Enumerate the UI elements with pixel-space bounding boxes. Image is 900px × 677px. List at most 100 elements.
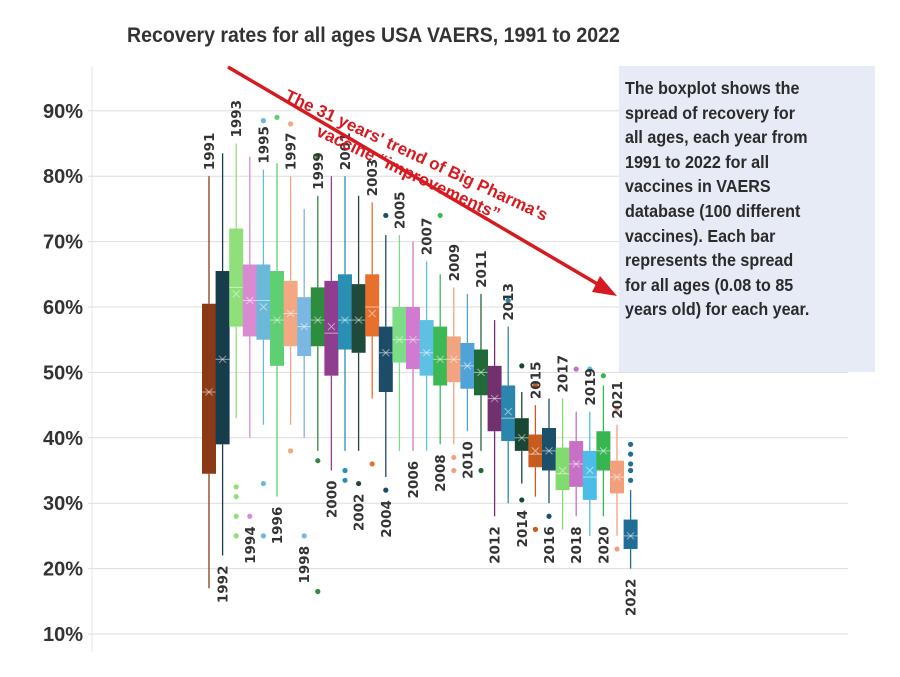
y-tick-label: 60% [43,297,83,319]
outlier-point [628,451,634,457]
year-label: 1999 [311,152,327,190]
annotation-line: The boxplot shows the [625,78,800,98]
outlier-point [437,212,443,219]
annotation-line: years old) for each year. [625,299,810,320]
mean-marker [599,447,608,455]
outlier-point [505,297,511,304]
outlier-point [519,363,525,369]
outlier-point [315,588,321,595]
outlier-point [233,484,239,490]
year-label: 1997 [284,133,300,171]
annotation-line: all ages, each year from [625,127,808,148]
mean-marker [531,447,540,455]
outlier-point [519,497,525,503]
year-label: 2010 [460,441,476,479]
box [256,264,271,340]
annotation-line: vaccines in VAERS [625,176,771,197]
mean-marker [313,316,322,324]
outlier-point [260,533,266,539]
year-label: 2003 [365,159,381,197]
year-label: 2021 [610,381,626,419]
mean-marker [477,368,485,377]
outlier-point [628,477,634,483]
outlier-point [628,467,634,474]
outlier-point [356,480,362,487]
outlier-point [342,467,348,474]
outlier-point [628,441,634,447]
outlier-point [247,513,253,519]
trend-arrow-head [592,276,617,296]
y-tick-label: 80% [43,166,83,188]
box [202,303,216,474]
outlier-point [260,480,266,487]
annotation-line: vaccines). Each bar [625,225,776,246]
mean-marker [341,316,349,324]
y-tick-label: 70% [43,232,83,254]
outlier-point [451,454,457,461]
outlier-point [315,153,321,160]
outlier-point [233,513,239,519]
outlier-point [546,513,552,519]
mean-marker [354,316,363,324]
year-label: 2009 [447,244,463,282]
chart-title: Recovery rates for all ages USA VAERS, 1… [127,24,620,47]
mean-marker [259,303,268,311]
year-label: 2015 [528,362,544,400]
outlier-point [233,494,239,500]
box [623,519,638,549]
mean-marker [436,355,445,364]
box [215,271,230,445]
year-label: 1998 [297,546,313,584]
year-label: 2020 [596,526,612,564]
year-label: 2006 [406,461,422,499]
outlier-point [233,533,239,539]
outlier-point [532,382,539,389]
outlier-point [600,373,607,379]
box [582,450,597,500]
year-label: 1992 [216,566,232,604]
year-label: 2011 [474,250,490,288]
outlier-point [532,526,539,532]
outlier-point [315,458,321,464]
mean-marker [286,309,295,318]
outlier-point [342,477,348,483]
box [419,320,434,376]
year-label: 2007 [420,218,436,256]
mean-marker [572,460,581,468]
outlier-point [478,467,484,474]
mean-marker [558,466,567,475]
y-tick-label: 20% [43,559,83,581]
box [324,280,339,376]
mean-marker [422,348,431,357]
box [392,307,407,363]
mean-marker [245,296,254,305]
year-label: 2005 [392,191,408,229]
year-label: 2001 [338,133,354,171]
outlier-point [274,114,280,120]
box [555,447,570,491]
mean-marker [327,322,336,331]
annotation-line: represents the spread [625,250,794,271]
year-label: 2002 [352,494,368,532]
mean-marker [463,362,472,370]
year-label: 1994 [243,526,259,564]
mean-marker [395,335,404,344]
box [270,271,284,366]
year-label: 2000 [324,481,340,519]
mean-marker [545,447,553,455]
box [378,326,393,393]
mean-marker [490,394,499,403]
outlier-point [383,212,389,219]
annotation-line: database (100 different [625,200,801,221]
year-label: 2017 [556,355,572,393]
year-label: 2012 [488,526,504,564]
mean-marker [504,407,513,416]
box [351,284,366,353]
outlier-point [383,487,389,493]
year-label: 2018 [569,526,585,564]
year-label: 2004 [379,500,395,538]
year-label: 2014 [515,510,531,548]
outlier-point [288,448,294,454]
y-tick-label: 30% [43,493,83,515]
